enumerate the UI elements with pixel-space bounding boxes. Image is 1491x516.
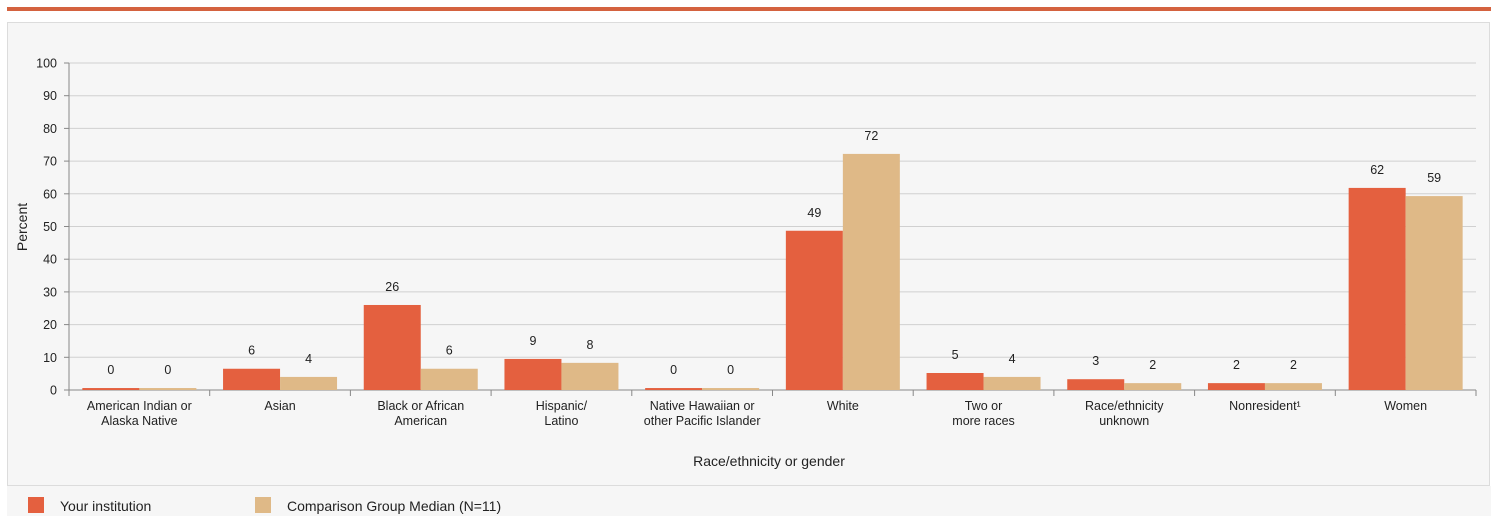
bar	[1264, 383, 1322, 390]
bar	[842, 153, 900, 390]
value-labels: 0 0 6 4 26 6 9 8 0 0 49 72 5 4 3 2 2 2 62 59	[107, 129, 1441, 377]
data-label: 26	[385, 280, 399, 294]
data-label: 6	[248, 344, 255, 358]
category-label: Asian	[264, 399, 295, 413]
category-label: Black or African American	[377, 399, 464, 428]
y-tick-label: 100	[36, 57, 57, 71]
y-axis-title: Percent	[14, 203, 30, 251]
legend-swatch-your-institution	[28, 497, 44, 513]
data-label: 2	[1233, 358, 1240, 372]
data-label: 8	[586, 338, 593, 352]
category-label: White	[827, 399, 859, 413]
legend-label-comparison-group: Comparison Group Median (N=11)	[287, 498, 501, 514]
bar	[1348, 187, 1406, 390]
bar	[1207, 383, 1265, 390]
data-label: 72	[864, 129, 878, 143]
bar	[280, 376, 338, 390]
y-tick-label: 50	[43, 220, 57, 234]
bar	[561, 362, 619, 390]
bar	[363, 304, 421, 390]
legend: Your institution Comparison Group Median…	[28, 497, 501, 514]
y-tick-label: 40	[43, 253, 57, 267]
gridlines	[68, 62, 1477, 396]
y-tick-label: 30	[43, 285, 57, 299]
legend-label-your-institution: Your institution	[60, 498, 151, 514]
y-tick-label: 10	[43, 351, 57, 365]
category-label: Women	[1384, 399, 1427, 413]
bar	[82, 388, 140, 390]
data-label: 0	[670, 363, 677, 377]
top-accent-rule	[7, 7, 1491, 11]
data-label: 0	[164, 363, 171, 377]
category-label: Native Hawaiian or other Pacific Islander	[644, 399, 761, 428]
bar	[1067, 379, 1125, 390]
bars	[82, 153, 1463, 390]
data-label: 49	[807, 206, 821, 220]
bar	[420, 368, 478, 390]
data-label: 4	[305, 352, 312, 366]
category-label: Race/ethnicity unknown	[1085, 399, 1164, 428]
legend-strip	[7, 486, 1491, 516]
category-labels: American Indian or Alaska Native Asian Blac…	[87, 399, 1427, 428]
data-label: 0	[727, 363, 734, 377]
legend-swatch-comparison-group	[255, 497, 271, 513]
data-label: 2	[1149, 358, 1156, 372]
category-label: Hispanic/Latino	[536, 399, 588, 428]
bar	[223, 368, 281, 390]
bar	[983, 376, 1041, 390]
bar	[645, 388, 703, 390]
bar	[1405, 196, 1463, 390]
data-label: 9	[529, 334, 536, 348]
data-label: 5	[952, 348, 959, 362]
category-label: Two or more races	[952, 399, 1015, 428]
data-label: 0	[107, 363, 114, 377]
y-tick-label: 80	[43, 122, 57, 136]
y-tick-label: 70	[43, 155, 57, 169]
bar	[504, 358, 562, 390]
y-tick-label: 60	[43, 187, 57, 201]
bar	[139, 388, 197, 390]
data-label: 59	[1427, 171, 1441, 185]
y-tick-label: 20	[43, 318, 57, 332]
category-label: American Indian or Alaska Native	[87, 399, 192, 428]
y-axis-ticks: 0 10 20 30 40 50 60 70 80 90 100	[36, 57, 69, 398]
data-label: 6	[446, 344, 453, 358]
bar	[1124, 383, 1182, 390]
x-axis-title: Race/ethnicity or gender	[693, 453, 845, 469]
chart-panel	[7, 22, 1490, 486]
data-label: 62	[1370, 163, 1384, 177]
category-label: Nonresident¹	[1229, 399, 1301, 413]
bar	[926, 372, 984, 390]
bar	[702, 388, 760, 390]
y-tick-label: 90	[43, 89, 57, 103]
bar	[785, 230, 843, 390]
data-label: 3	[1092, 354, 1099, 368]
y-tick-label: 0	[50, 384, 57, 398]
data-label: 2	[1290, 358, 1297, 372]
data-label: 4	[1009, 352, 1016, 366]
